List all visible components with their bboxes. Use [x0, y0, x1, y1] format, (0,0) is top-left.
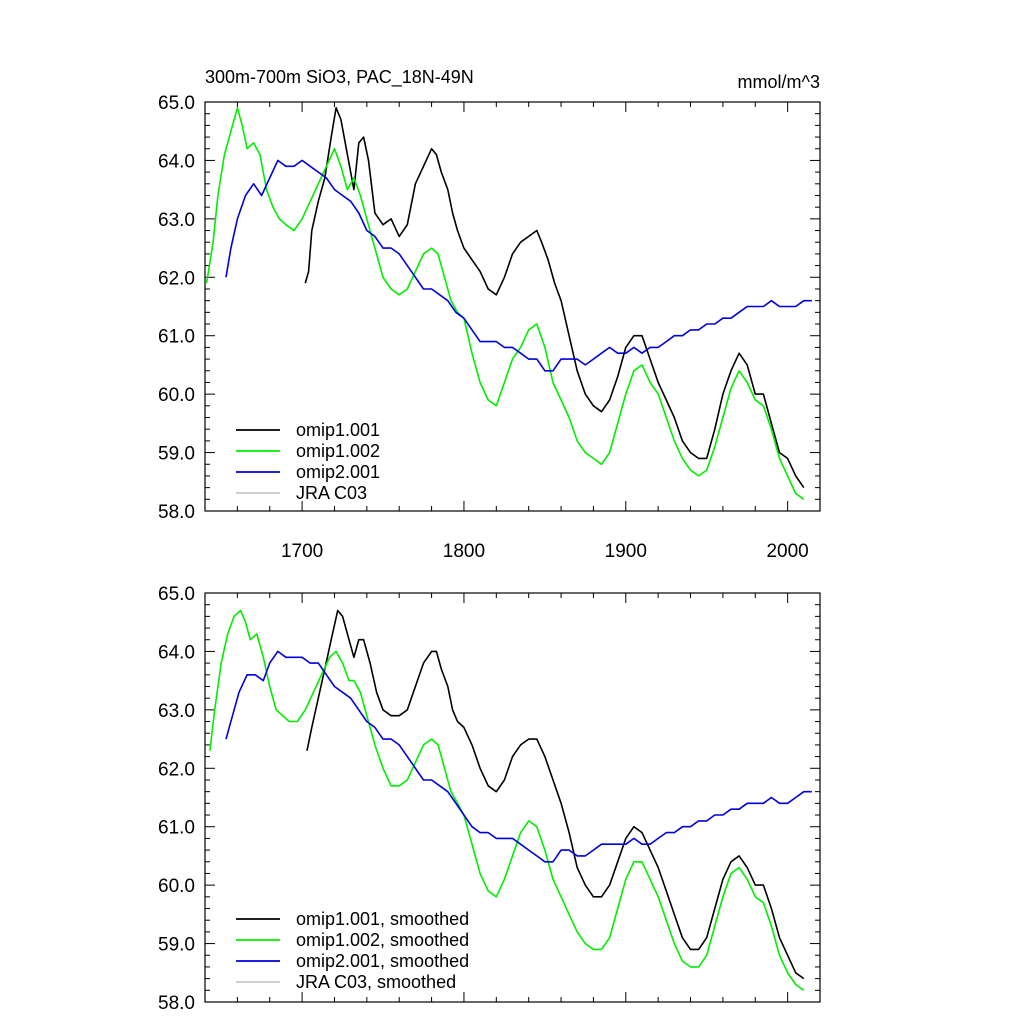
y-tick-label: 59.0 [158, 935, 195, 956]
y-tick-label: 60.0 [158, 876, 195, 897]
legend-label: omip1.002 [296, 441, 380, 461]
y-tick-label: 65.0 [158, 584, 195, 605]
y-tick-label: 62.0 [158, 268, 195, 289]
series-line-omip1-001-smoothed [306, 609, 805, 980]
legend-label: JRA C03 [296, 483, 367, 503]
legend-label: JRA C03, smoothed [296, 972, 456, 992]
x-tick-label: 1800 [443, 541, 485, 562]
y-tick-label: 63.0 [158, 701, 195, 722]
x-tick-label: 1700 [281, 541, 323, 562]
y-tick-label: 60.0 [158, 385, 195, 406]
y-tick-label: 64.0 [158, 642, 195, 663]
bottom-panel: 58.0 59.0 60.0 61.0 62.0 63.0 64.0 65.0 omip1.00… [158, 584, 821, 1014]
top-panel: 58.0 59.0 60.0 61.0 62.0 63.0 64.0 65.0 1700 1800… [158, 67, 821, 562]
x-tick-label: 2000 [766, 541, 808, 562]
units-label: mmol/m^3 [738, 72, 820, 92]
legend-label: omip2.001, smoothed [296, 951, 469, 971]
series-line-omip2-001-smoothed [225, 650, 812, 863]
series-line-omip1-002 [205, 107, 805, 500]
legend-label: omip1.001, smoothed [296, 909, 469, 929]
legend-label: omip2.001 [296, 462, 380, 482]
y-tick-label: 61.0 [158, 818, 195, 839]
y-tick-label: 59.0 [158, 444, 195, 465]
legend-label: omip1.002, smoothed [296, 930, 469, 950]
plot-frame [204, 101, 821, 512]
y-tick-label: 62.0 [158, 759, 195, 780]
chart-title: 300m-700m SiO3, PAC_18N-49N [205, 67, 474, 88]
y-tick-label: 61.0 [158, 327, 195, 348]
y-tick-label: 63.0 [158, 210, 195, 231]
y-tick-label: 58.0 [158, 993, 195, 1014]
series-line-omip1-002-smoothed [209, 609, 805, 991]
plot-frame [204, 592, 821, 1003]
x-tick-label: 1900 [605, 541, 647, 562]
legend-label: omip1.001 [296, 420, 380, 440]
y-tick-label: 58.0 [158, 502, 195, 523]
series-line-omip1-001 [304, 107, 805, 489]
series-line-omip2-001 [225, 159, 812, 372]
y-tick-label: 64.0 [158, 151, 195, 172]
y-tick-label: 65.0 [158, 93, 195, 114]
